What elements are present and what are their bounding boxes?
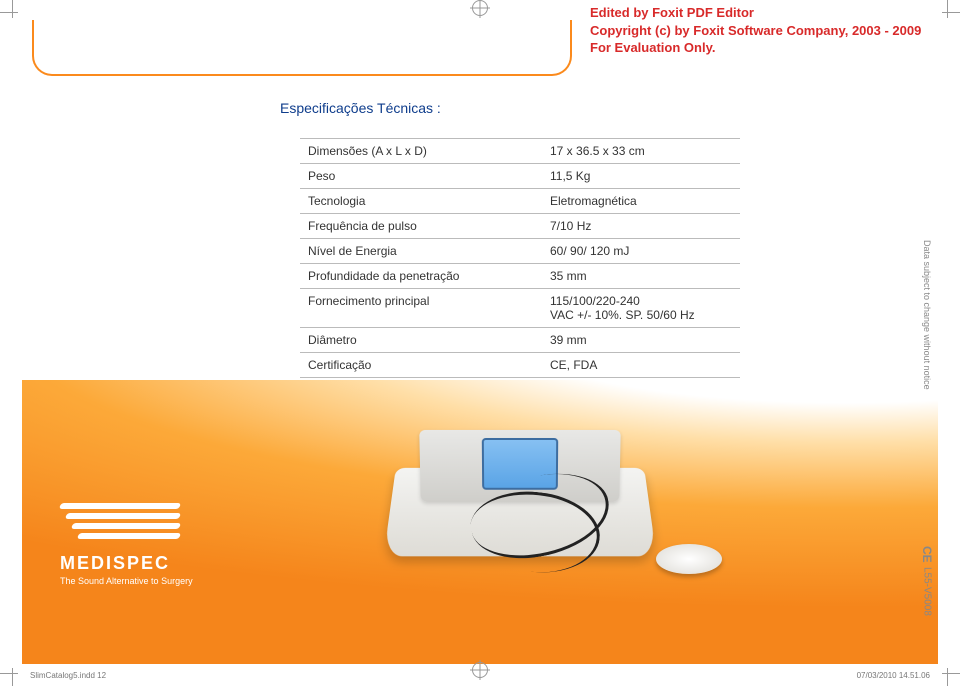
table-row: Nível de Energia60/ 90/ 120 mJ bbox=[300, 239, 740, 264]
side-note: Data subject to change without notice bbox=[922, 240, 932, 390]
device-illustration bbox=[380, 420, 700, 580]
spec-value: CE, FDA bbox=[542, 353, 740, 378]
spec-label: Diâmetro bbox=[300, 328, 542, 353]
side-code: CE L55-V5008 bbox=[920, 546, 934, 616]
spec-label: Tecnologia bbox=[300, 189, 542, 214]
table-row: Fornecimento principal115/100/220-240 VA… bbox=[300, 289, 740, 328]
table-row: TecnologiaEletromagnética bbox=[300, 189, 740, 214]
spec-label: Certificação bbox=[300, 353, 542, 378]
spec-value: 39 mm bbox=[542, 328, 740, 353]
probe-icon bbox=[656, 544, 722, 574]
spec-value: 60/ 90/ 120 mJ bbox=[542, 239, 740, 264]
spec-value: 11,5 Kg bbox=[542, 164, 740, 189]
spec-value: 7/10 Hz bbox=[542, 214, 740, 239]
table-row: CertificaçãoCE, FDA bbox=[300, 353, 740, 378]
spec-label: Profundidade da penetração bbox=[300, 264, 542, 289]
table-row: Frequência de pulso7/10 Hz bbox=[300, 214, 740, 239]
footer-right: 07/03/2010 14.51.06 bbox=[857, 671, 930, 680]
ce-mark-icon: CE bbox=[920, 546, 934, 563]
spec-label: Peso bbox=[300, 164, 542, 189]
table-row: Diâmetro39 mm bbox=[300, 328, 740, 353]
foxit-watermark: Edited by Foxit PDF Editor Copyright (c)… bbox=[590, 4, 921, 57]
print-footer: SlimCatalog5.indd 12 07/03/2010 14.51.06 bbox=[30, 671, 930, 680]
footer-left: SlimCatalog5.indd 12 bbox=[30, 671, 106, 680]
table-row: Dimensões (A x L x D)17 x 36.5 x 33 cm bbox=[300, 139, 740, 164]
spec-value: Eletromagnética bbox=[542, 189, 740, 214]
spec-label: Dimensões (A x L x D) bbox=[300, 139, 542, 164]
spec-label: Nível de Energia bbox=[300, 239, 542, 264]
product-code: L55-V5008 bbox=[922, 567, 933, 616]
registration-mark-icon bbox=[472, 0, 488, 16]
logo-tagline: The Sound Alternative to Surgery bbox=[60, 576, 193, 586]
watermark-line: Copyright (c) by Foxit Software Company,… bbox=[590, 22, 921, 40]
watermark-line: For Evaluation Only. bbox=[590, 39, 921, 57]
table-row: Peso11,5 Kg bbox=[300, 164, 740, 189]
logo-wave-icon bbox=[60, 499, 180, 549]
medispec-logo: MEDISPEC The Sound Alternative to Surger… bbox=[60, 499, 193, 586]
spec-label: Fornecimento principal bbox=[300, 289, 542, 328]
header-card bbox=[32, 20, 572, 76]
section-title: Especificações Técnicas : bbox=[280, 100, 441, 116]
spec-value: 35 mm bbox=[542, 264, 740, 289]
logo-text: MEDISPEC bbox=[60, 553, 193, 574]
spec-value: 115/100/220-240 VAC +/- 10%. SP. 50/60 H… bbox=[542, 289, 740, 328]
spec-label: Frequência de pulso bbox=[300, 214, 542, 239]
specs-table: Dimensões (A x L x D)17 x 36.5 x 33 cmPe… bbox=[300, 138, 740, 378]
spec-value: 17 x 36.5 x 33 cm bbox=[542, 139, 740, 164]
table-row: Profundidade da penetração35 mm bbox=[300, 264, 740, 289]
watermark-line: Edited by Foxit PDF Editor bbox=[590, 4, 921, 22]
